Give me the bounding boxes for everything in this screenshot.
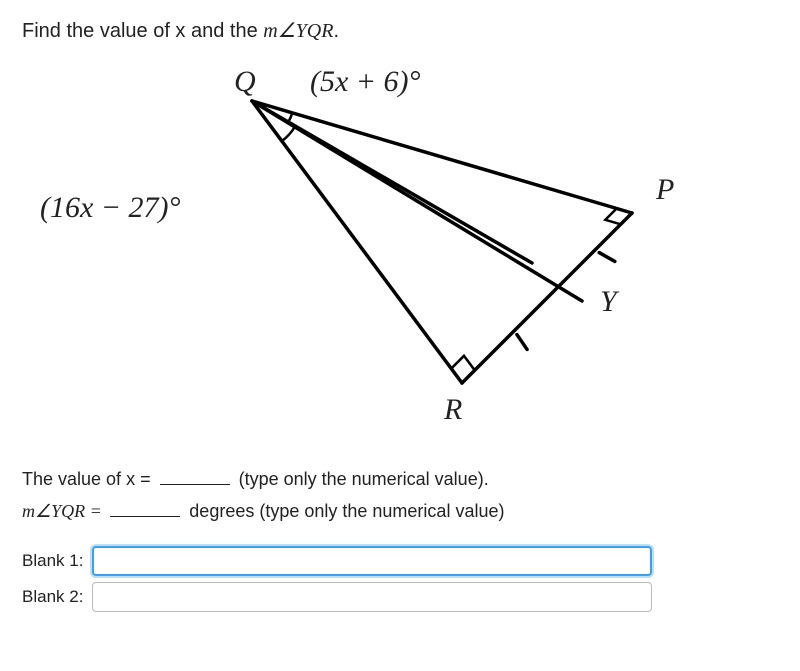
- blank-row-2: Blank 2:: [22, 582, 778, 612]
- prompt-measure: m∠YQR: [263, 20, 333, 42]
- ans1-suffix: (type only the numerical value).: [234, 469, 489, 489]
- blank2-input[interactable]: [92, 582, 652, 612]
- answer-line-1: The value of x = (type only the numerica…: [22, 463, 778, 495]
- answer-line-2: m∠YQR = degrees (type only the numerical…: [22, 495, 778, 527]
- blank1-label: Blank 1:: [22, 551, 86, 571]
- prompt-suffix: .: [333, 20, 339, 42]
- vertex-label-P: P: [656, 173, 674, 207]
- ans2-suffix: degrees (type only the numerical value): [184, 501, 504, 521]
- blank1-input[interactable]: [92, 546, 652, 576]
- ans2-blank-line: [110, 499, 180, 517]
- answer-prompts: The value of x = (type only the numerica…: [22, 463, 778, 528]
- blank2-label: Blank 2:: [22, 587, 86, 607]
- angle-expression-left: (16x − 27)°: [40, 191, 181, 225]
- angle-expression-top: (5x + 6)°: [310, 65, 421, 99]
- ans1-prefix: The value of x =: [22, 469, 156, 489]
- ans1-blank-line: [160, 467, 230, 485]
- prompt-prefix: Find the value of x and the: [22, 20, 263, 42]
- figure-svg: [22, 63, 722, 443]
- vertex-label-Y: Y: [600, 285, 617, 319]
- geometry-figure: Q (5x + 6)° P (16x − 27)° Y R: [22, 63, 722, 443]
- blank-row-1: Blank 1:: [22, 546, 778, 576]
- blank-inputs: Blank 1: Blank 2:: [22, 546, 778, 612]
- vertex-label-Q: Q: [234, 65, 256, 99]
- vertex-label-R: R: [444, 393, 462, 427]
- ans2-prefix: m∠YQR =: [22, 501, 106, 521]
- question-prompt: Find the value of x and the m∠YQR.: [22, 18, 778, 43]
